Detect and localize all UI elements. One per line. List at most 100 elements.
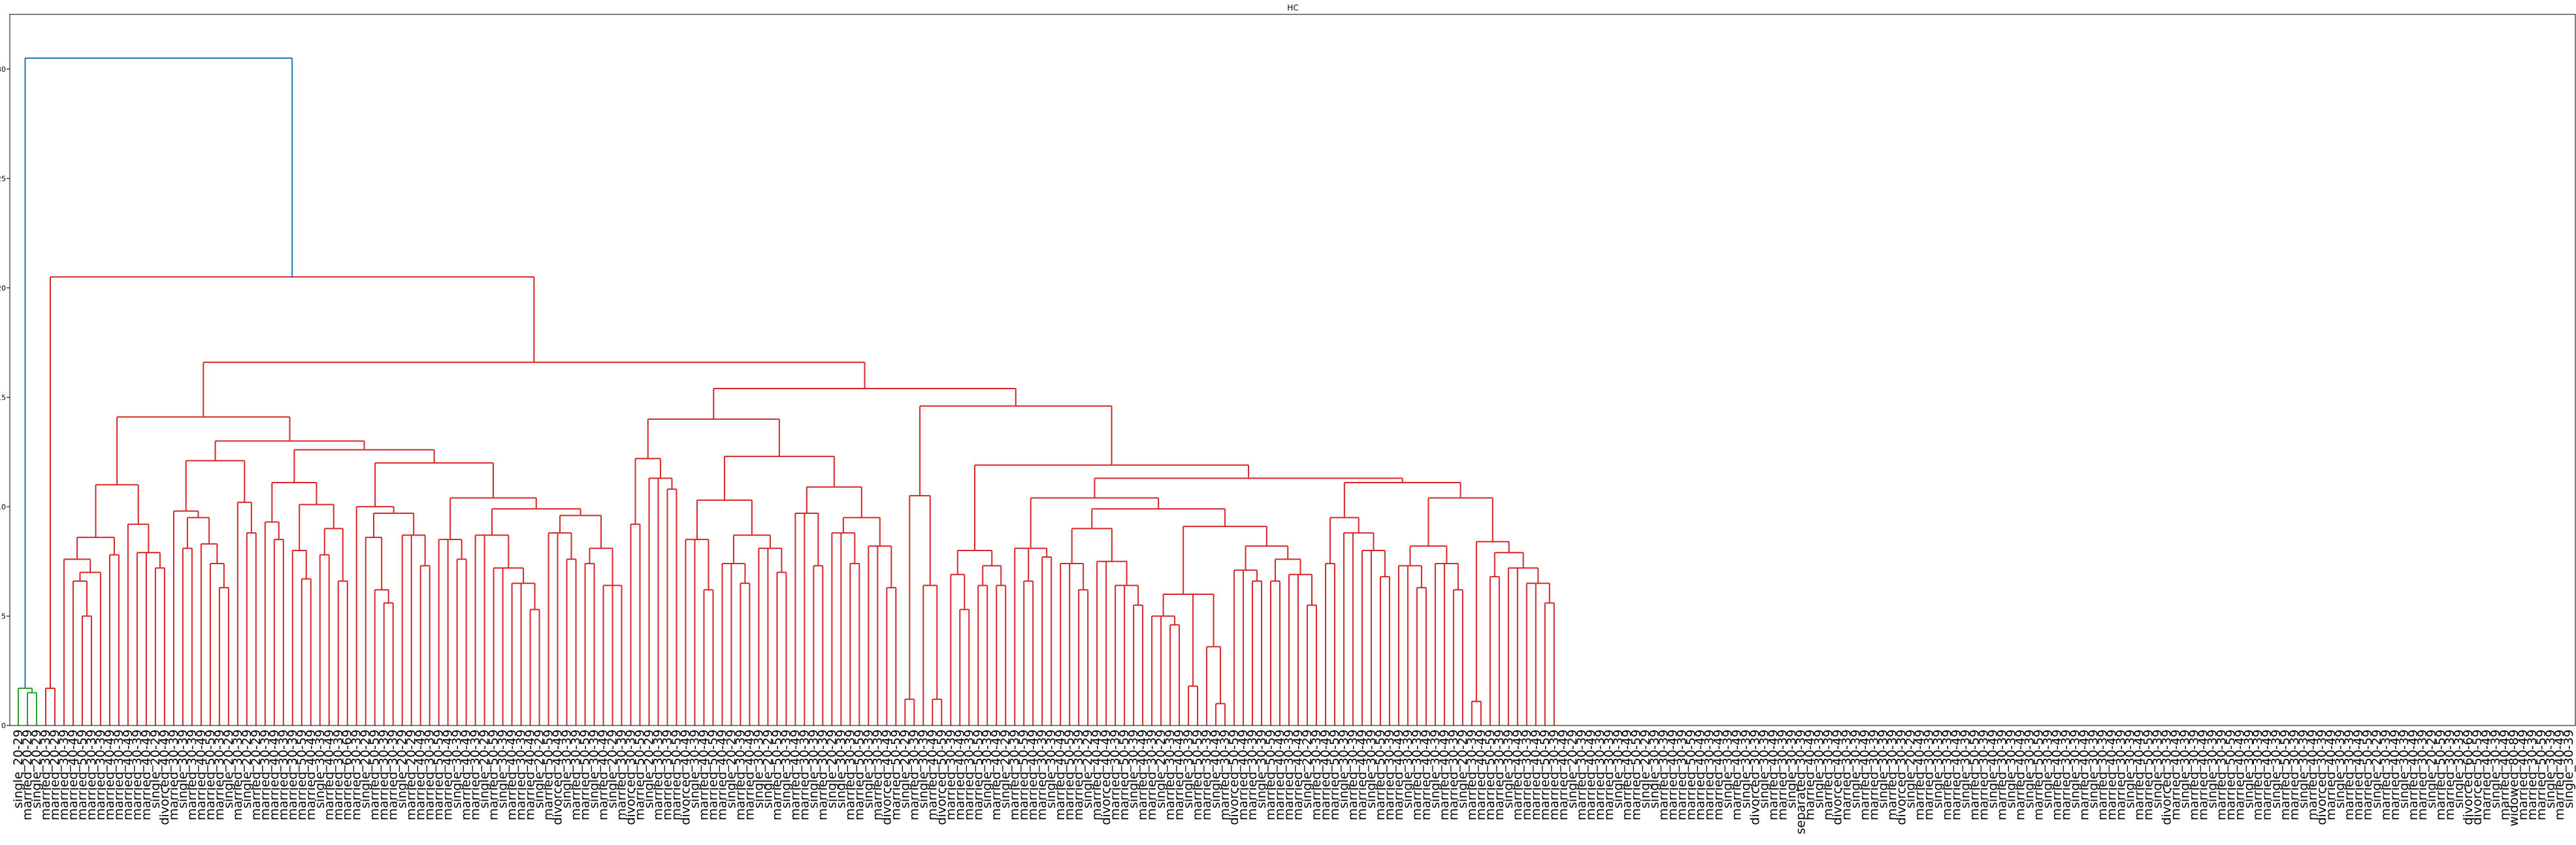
- leaf-label: married_30-39: [39, 729, 53, 820]
- leaf-label: married_40-49: [1053, 729, 1068, 820]
- leaf-label: married_30-39: [1035, 729, 1049, 820]
- leaf-label: married_40-49: [2196, 729, 2210, 820]
- leaf-label: married_40-49: [696, 729, 711, 820]
- leaf-label: married_40-49: [715, 729, 729, 820]
- leaf-label: married_30-39: [1821, 729, 1836, 820]
- leaf-label: married_30-39: [57, 729, 71, 820]
- leaf-label: divorced_30-39: [624, 729, 638, 825]
- leaf-label: married_50-59: [2278, 729, 2292, 820]
- leaf-label: single_20-29: [1154, 729, 1168, 808]
- leaf-label: single_30-39: [2004, 729, 2018, 808]
- leaf-label: married_30-39: [2059, 729, 2073, 820]
- leaf-label: single_30-39: [1958, 729, 1972, 808]
- leaf-label: married_40-49: [2049, 729, 2064, 820]
- leaf-label: married_40-49: [2479, 729, 2494, 820]
- leaf-label: single_30-39: [2269, 729, 2283, 808]
- leaf-label: married_30-39: [1282, 729, 1296, 820]
- leaf-label: married_30-39: [1675, 729, 1689, 820]
- leaf-label: married_50-59: [1264, 729, 1278, 820]
- leaf-label: single_30-39: [806, 729, 821, 808]
- leaf-label: married_40-49: [2498, 729, 2512, 820]
- leaf-label: single_30-39: [587, 729, 602, 808]
- leaf-label: married_30-39: [569, 729, 583, 820]
- leaf-label: married_40-49: [2260, 729, 2274, 820]
- leaf-label: single_30-39: [2452, 729, 2466, 808]
- leaf-label: married_30-39: [962, 729, 976, 820]
- leaf-label: single_30-39: [1757, 729, 1772, 808]
- leaf-label: married_40-49: [441, 729, 455, 820]
- leaf-label: married_50-59: [2223, 729, 2238, 820]
- leaf-label: married_30-39: [660, 729, 674, 820]
- leaf-label: married_40-49: [2306, 729, 2320, 820]
- leaf-label: married_40-49: [2132, 729, 2146, 820]
- leaf-label: married_30-39: [1199, 729, 1214, 820]
- leaf-label: single_30-39: [1648, 729, 1662, 808]
- y-tick-label: 5: [1, 612, 6, 620]
- leaf-label: married_30-39: [1657, 729, 1671, 820]
- leaf-label: married_40-49: [2324, 729, 2338, 820]
- leaf-label: married_40-49: [2351, 729, 2366, 820]
- leaf-label: single_30-39: [2205, 729, 2219, 808]
- leaf-labels: single_20-29married_20-29single_20-29mar…: [11, 729, 2576, 835]
- leaf-label: single_20-29: [642, 729, 657, 808]
- leaf-label: married_50-59: [2141, 729, 2155, 820]
- leaf-label: single_30-39: [2296, 729, 2311, 808]
- leaf-label: single_30-39: [1721, 729, 1735, 808]
- leaf-label: single_20-29: [221, 729, 236, 808]
- leaf-label: divorced_30-39: [2159, 729, 2174, 825]
- leaf-label: single_30-39: [980, 729, 994, 808]
- leaf-label: widowed_80-89: [2507, 729, 2521, 827]
- leaf-label: married_40-49: [459, 729, 474, 820]
- leaf-label: married_40-49: [1510, 729, 1525, 820]
- leaf-label: single_30-39: [1739, 729, 1753, 808]
- leaf-label: single_30-39: [313, 729, 327, 808]
- leaf-label: married_50-59: [1062, 729, 1077, 820]
- leaf-label: single_30-39: [1849, 729, 1863, 808]
- leaf-label: married_40-49: [1913, 729, 1927, 820]
- leaf-label: married_40-49: [1474, 729, 1488, 820]
- leaf-label: single_30-39: [450, 729, 465, 808]
- leaf-label: married_50-59: [706, 729, 720, 820]
- y-axis: 0 5 10 15 20 25 30: [0, 65, 10, 730]
- leaf-label: single_30-39: [861, 729, 875, 808]
- leaf-label: single_30-39: [2150, 729, 2164, 808]
- leaf-label: single_20-29: [824, 729, 839, 808]
- leaf-label: single_30-39: [1611, 729, 1625, 808]
- leaf-label: married_30-39: [212, 729, 227, 820]
- leaf-label: married_50-59: [633, 729, 647, 820]
- leaf-label: married_30-39: [185, 729, 199, 820]
- leaf-label: single_30-39: [751, 729, 766, 808]
- leaf-label: married_40-49: [103, 729, 117, 820]
- leaf-label: married_40-49: [1584, 729, 1598, 820]
- leaf-label: married_40-49: [788, 729, 802, 820]
- leaf-label: married_40-49: [1767, 729, 1781, 820]
- leaf-label: married_40-49: [322, 729, 336, 820]
- leaf-label: divorced_40-49: [1831, 729, 1845, 825]
- leaf-label: married_30-39: [1867, 729, 1882, 820]
- leaf-label: single_20-29: [1456, 729, 1470, 808]
- leaf-label: married_30-39: [615, 729, 629, 820]
- leaf-label: married_20-29: [48, 729, 62, 820]
- leaf-label: married_30-39: [84, 729, 99, 820]
- leaf-label: single_30-39: [1181, 729, 1196, 808]
- leaf-label: married_40-49: [414, 729, 428, 820]
- leaf-label: married_40-49: [2388, 729, 2402, 820]
- leaf-label: single_30-39: [2068, 729, 2082, 808]
- leaf-label: married_30-39: [1995, 729, 2009, 820]
- leaf-label: single_40-49: [1985, 729, 2000, 808]
- leaf-label: married_30-39: [815, 729, 830, 820]
- leaf-label: married_30-39: [797, 729, 811, 820]
- leaf-label: single_30-39: [496, 729, 510, 808]
- leaf-label: married_30-39: [1703, 729, 1717, 820]
- leaf-label: married_40-49: [304, 729, 318, 820]
- leaf-label: married_30-39: [1309, 729, 1324, 820]
- leaf-label: married_30-39: [1163, 729, 1177, 820]
- leaf-label: married_30-39: [1218, 729, 1232, 820]
- leaf-label: married_40-49: [989, 729, 1003, 820]
- leaf-label: married_30-39: [1145, 729, 1159, 820]
- leaf-label: single_20-29: [898, 729, 912, 808]
- y-tick-label: 15: [0, 393, 6, 402]
- leaf-label: married_30-39: [870, 729, 885, 820]
- leaf-label: single_30-39: [176, 729, 190, 808]
